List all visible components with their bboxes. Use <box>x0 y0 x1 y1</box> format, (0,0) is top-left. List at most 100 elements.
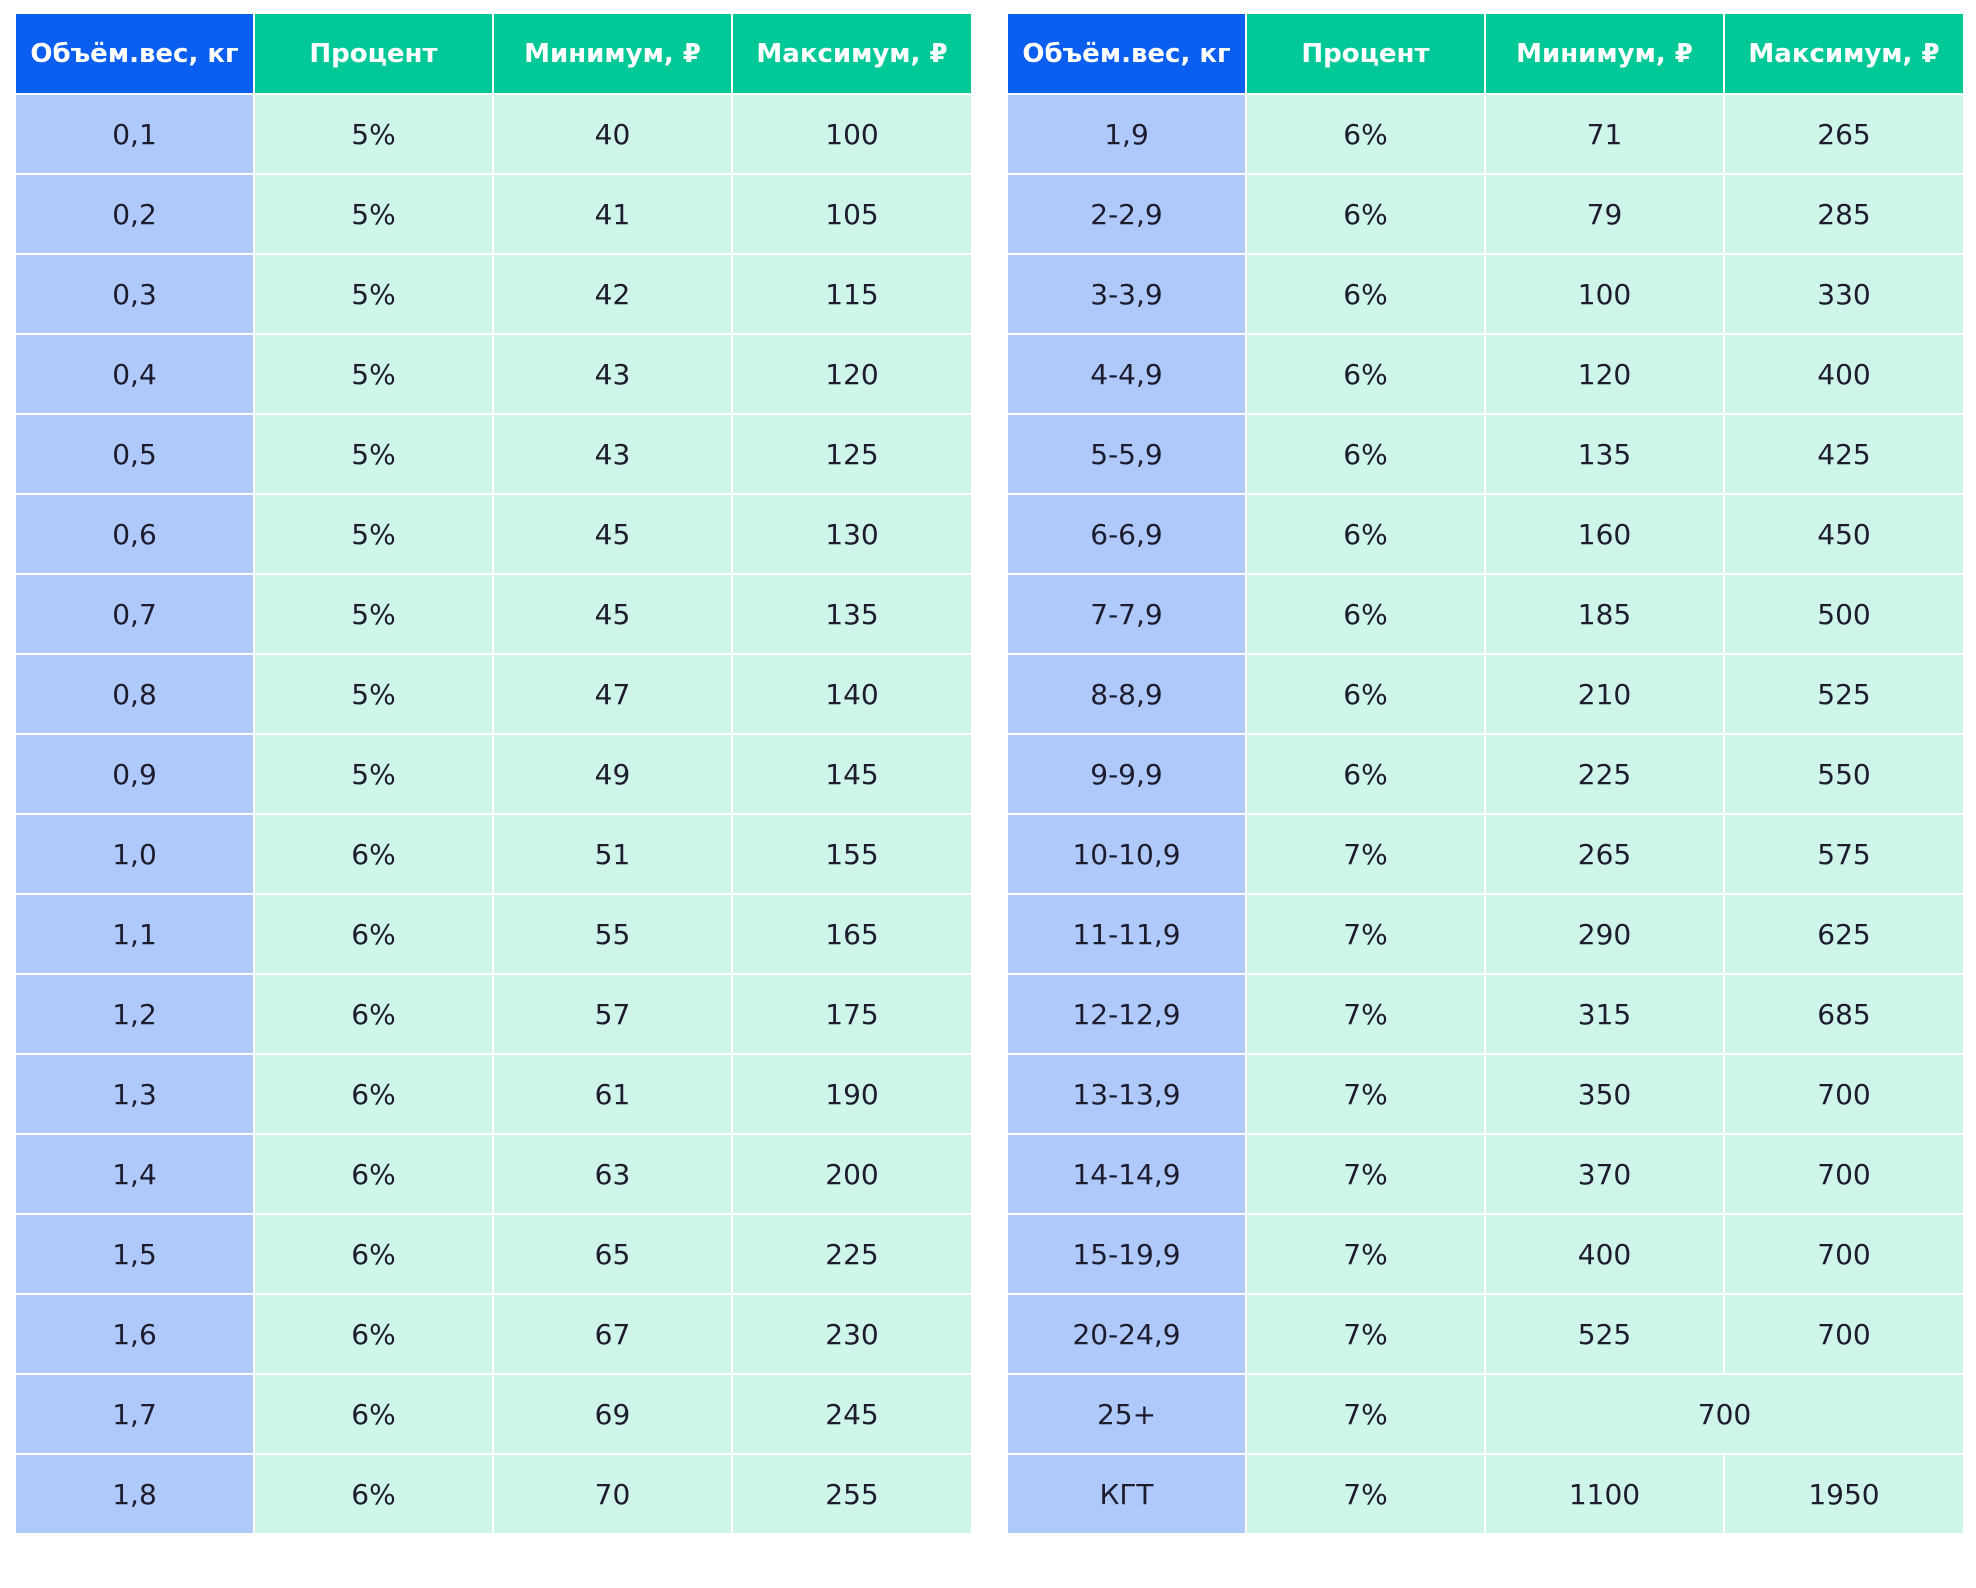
table-row: 1,2 6% 57 175 <box>16 974 971 1055</box>
cell-weight: 5-5,9 <box>1008 414 1247 495</box>
cell-minimum: 43 <box>493 334 733 415</box>
cell-minimum: 265 <box>1485 814 1725 895</box>
cell-weight: 1,5 <box>16 1214 255 1295</box>
cell-minimum: 290 <box>1485 894 1725 975</box>
cell-weight: 13-13,9 <box>1008 1054 1247 1135</box>
cell-maximum: 120 <box>732 334 971 415</box>
cell-minimum: 45 <box>493 574 733 655</box>
cell-percent: 6% <box>1246 94 1486 175</box>
table-row: 1,0 6% 51 155 <box>16 814 971 895</box>
table-row: 0,9 5% 49 145 <box>16 734 971 815</box>
cell-weight: 25+ <box>1008 1374 1247 1455</box>
cell-maximum: 265 <box>1724 94 1963 175</box>
header-maximum: Максимум, ₽ <box>1724 14 1963 95</box>
cell-minimum: 160 <box>1485 494 1725 575</box>
cell-percent: 7% <box>1246 894 1486 975</box>
cell-percent: 5% <box>254 734 494 815</box>
cell-maximum: 245 <box>732 1374 971 1455</box>
cell-percent: 7% <box>1246 1134 1486 1215</box>
cell-percent: 7% <box>1246 1294 1486 1375</box>
table-row: 11-11,9 7% 290 625 <box>1008 894 1963 975</box>
table-row: 9-9,9 6% 225 550 <box>1008 734 1963 815</box>
cell-weight: 0,3 <box>16 254 255 335</box>
cell-percent: 5% <box>254 254 494 335</box>
cell-maximum: 145 <box>732 734 971 815</box>
cell-weight: 1,8 <box>16 1454 255 1535</box>
cell-minimum: 65 <box>493 1214 733 1295</box>
cell-weight: 1,1 <box>16 894 255 975</box>
cell-maximum: 135 <box>732 574 971 655</box>
table-row: КГТ 7% 1100 1950 <box>1008 1454 1963 1535</box>
cell-minimum: 400 <box>1485 1214 1725 1295</box>
cell-weight: 3-3,9 <box>1008 254 1247 335</box>
cell-maximum: 230 <box>732 1294 971 1375</box>
cell-weight: 1,6 <box>16 1294 255 1375</box>
cell-minimum: 525 <box>1485 1294 1725 1375</box>
table-row: 3-3,9 6% 100 330 <box>1008 254 1963 335</box>
table-row: 4-4,9 6% 120 400 <box>1008 334 1963 415</box>
table-row: 20-24,9 7% 525 700 <box>1008 1294 1963 1375</box>
cell-minimum: 45 <box>493 494 733 575</box>
cell-minimum: 41 <box>493 174 733 255</box>
cell-maximum: 140 <box>732 654 971 735</box>
cell-minimum: 1100 <box>1485 1454 1725 1535</box>
cell-weight: 2-2,9 <box>1008 174 1247 255</box>
cell-maximum: 165 <box>732 894 971 975</box>
cell-weight: 20-24,9 <box>1008 1294 1247 1375</box>
table-header-row: Объём.вес, кг Процент Минимум, ₽ Максиму… <box>1008 14 1963 95</box>
cell-minimum: 57 <box>493 974 733 1055</box>
cell-maximum: 625 <box>1724 894 1963 975</box>
cell-percent: 5% <box>254 94 494 175</box>
table-row: 6-6,9 6% 160 450 <box>1008 494 1963 575</box>
table-row: 2-2,9 6% 79 285 <box>1008 174 1963 255</box>
cell-weight: 9-9,9 <box>1008 734 1247 815</box>
cell-maximum: 175 <box>732 974 971 1055</box>
cell-weight: 7-7,9 <box>1008 574 1247 655</box>
table-row: 1,8 6% 70 255 <box>16 1454 971 1535</box>
cell-maximum: 425 <box>1724 414 1963 495</box>
header-minimum: Минимум, ₽ <box>1485 14 1725 95</box>
cell-maximum: 550 <box>1724 734 1963 815</box>
cell-maximum: 700 <box>1724 1214 1963 1295</box>
table-row: 5-5,9 6% 135 425 <box>1008 414 1963 495</box>
table-row: 10-10,9 7% 265 575 <box>1008 814 1963 895</box>
header-weight: Объём.вес, кг <box>1008 14 1247 95</box>
table-row: 13-13,9 7% 350 700 <box>1008 1054 1963 1135</box>
cell-percent: 5% <box>254 494 494 575</box>
cell-maximum: 685 <box>1724 974 1963 1055</box>
cell-percent: 5% <box>254 654 494 735</box>
table-row: 1,5 6% 65 225 <box>16 1214 971 1295</box>
table-row: 0,7 5% 45 135 <box>16 574 971 655</box>
table-row: 8-8,9 6% 210 525 <box>1008 654 1963 735</box>
cell-minimum: 210 <box>1485 654 1725 735</box>
cell-weight: 0,6 <box>16 494 255 575</box>
cell-percent: 6% <box>254 1374 494 1455</box>
cell-percent: 6% <box>1246 734 1486 815</box>
cell-maximum: 130 <box>732 494 971 575</box>
header-minimum: Минимум, ₽ <box>493 14 733 95</box>
cell-percent: 6% <box>254 1214 494 1295</box>
cell-minimum: 61 <box>493 1054 733 1135</box>
cell-percent: 7% <box>1246 1214 1486 1295</box>
tariff-table-left: Объём.вес, кг Процент Минимум, ₽ Максиму… <box>16 14 971 1535</box>
cell-weight: 1,0 <box>16 814 255 895</box>
cell-maximum: 255 <box>732 1454 971 1535</box>
cell-percent: 6% <box>1246 494 1486 575</box>
cell-percent: 6% <box>1246 334 1486 415</box>
table-row: 0,3 5% 42 115 <box>16 254 971 335</box>
table-row: 0,1 5% 40 100 <box>16 94 971 175</box>
cell-maximum: 700 <box>1724 1134 1963 1215</box>
table-row: 7-7,9 6% 185 500 <box>1008 574 1963 655</box>
cell-percent: 7% <box>1246 1374 1486 1455</box>
cell-maximum: 190 <box>732 1054 971 1135</box>
cell-weight: 1,7 <box>16 1374 255 1455</box>
cell-maximum: 285 <box>1724 174 1963 255</box>
cell-maximum: 575 <box>1724 814 1963 895</box>
cell-percent: 7% <box>1246 814 1486 895</box>
cell-minimum: 100 <box>1485 254 1725 335</box>
cell-weight: 15-19,9 <box>1008 1214 1247 1295</box>
cell-minimum: 40 <box>493 94 733 175</box>
cell-minimum: 370 <box>1485 1134 1725 1215</box>
cell-percent: 6% <box>254 974 494 1055</box>
cell-percent: 6% <box>1246 574 1486 655</box>
